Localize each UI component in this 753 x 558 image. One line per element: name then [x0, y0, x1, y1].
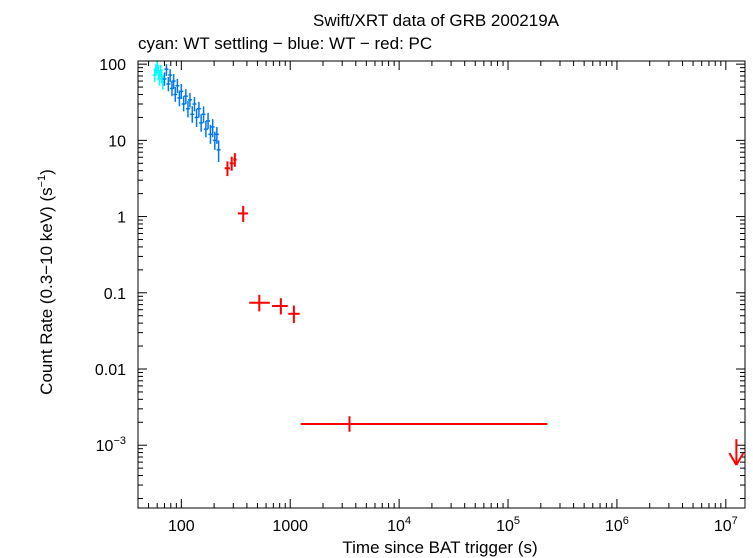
data-point — [201, 106, 206, 123]
data-point — [210, 119, 215, 138]
data-point — [168, 69, 173, 83]
data-point — [199, 114, 204, 132]
data-point — [194, 108, 199, 127]
x-tick-label: 1000 — [272, 518, 308, 535]
data-point — [164, 64, 169, 76]
data-marks — [152, 61, 745, 466]
y-tick-label: 1 — [117, 210, 126, 227]
y-tick-label: 0.01 — [95, 362, 126, 379]
x-tick-label: 100 — [168, 518, 195, 535]
data-point — [288, 305, 300, 324]
y-axis-label: Count Rate (0.3−10 keV) (s−1) — [36, 169, 56, 395]
data-point — [208, 124, 213, 144]
y-axis-label-main: Count Rate (0.3−10 keV) (s — [37, 187, 56, 394]
data-point — [196, 101, 201, 118]
data-point — [162, 72, 167, 86]
data-point — [171, 74, 176, 89]
data-point — [206, 112, 211, 130]
data-point — [173, 87, 178, 102]
y-tick-label: 10 — [108, 133, 126, 150]
x-tick-label: 106 — [605, 515, 629, 535]
data-point — [229, 156, 234, 171]
data-point — [237, 205, 249, 222]
data-point — [216, 140, 221, 163]
y-axis-label-close: ) — [37, 169, 56, 175]
data-point — [233, 153, 237, 167]
data-point — [166, 76, 171, 92]
data-point — [224, 161, 231, 177]
data-point — [203, 120, 208, 138]
data-point — [157, 72, 162, 86]
data-point — [175, 78, 180, 93]
x-tick-label: 104 — [387, 515, 411, 535]
axis-ticks — [137, 61, 745, 508]
data-point — [187, 92, 192, 108]
axis-tick-labels: 100 1000 104 105 106 107 100 10 1 0.1 0.01 10−3 — [95, 57, 738, 535]
y-tick-label: 10−3 — [96, 435, 126, 455]
data-point — [155, 61, 160, 72]
data-point — [271, 298, 288, 315]
data-point — [728, 439, 745, 466]
x-tick-label: 107 — [714, 515, 738, 535]
data-point — [183, 89, 188, 105]
chart-subtitle: cyan: WT settling − blue: WT − red: PC — [138, 34, 432, 53]
data-point — [179, 83, 184, 99]
y-tick-label: 100 — [99, 57, 126, 74]
data-point — [181, 96, 186, 112]
x-axis-label: Time since BAT trigger (s) — [342, 538, 537, 557]
data-point — [249, 294, 270, 312]
chart-title: Swift/XRT data of GRB 200219A — [313, 11, 560, 30]
plot-frame — [137, 60, 746, 509]
data-point — [190, 106, 195, 123]
x-tick-label: 105 — [496, 515, 520, 535]
y-axis-label-sup: −1 — [36, 175, 48, 188]
data-point — [192, 97, 197, 112]
data-point — [185, 100, 190, 118]
data-point — [300, 416, 548, 432]
y-tick-label: 0.1 — [104, 286, 126, 303]
data-point — [214, 126, 219, 144]
